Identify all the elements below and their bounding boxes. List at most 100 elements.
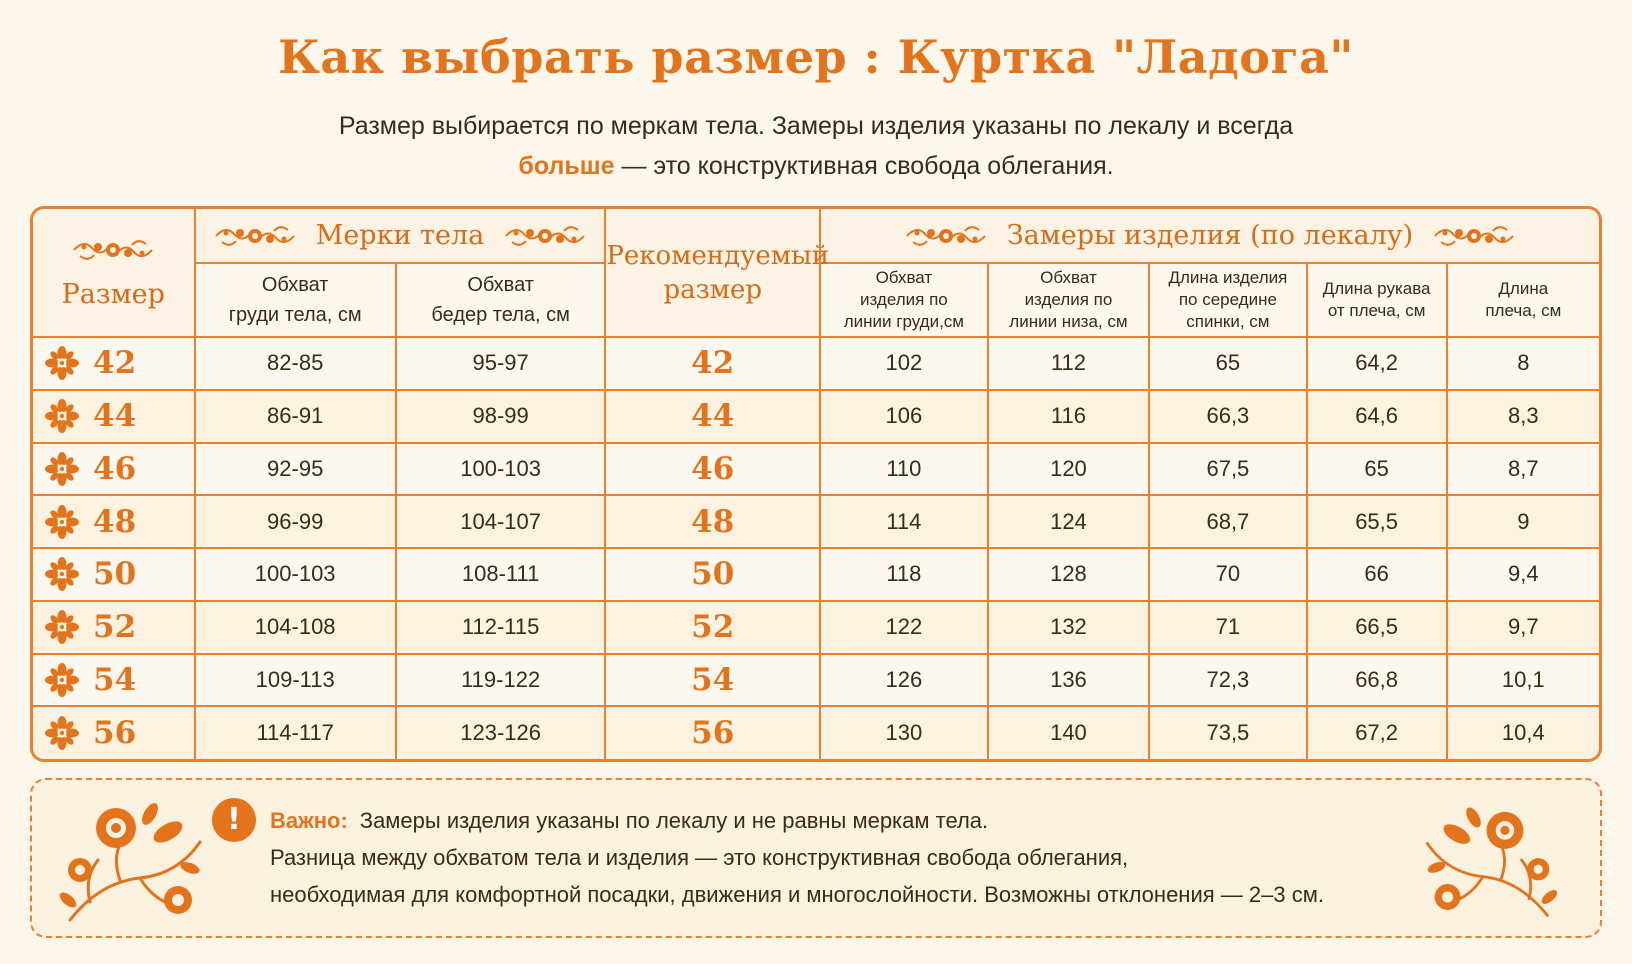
garment-back-length-cell: 67,5 <box>1148 441 1308 497</box>
col-header-body-chest: Обхват груди тела, см <box>194 262 397 338</box>
garment-measurements-group-header: Замеры изделия (по лекалу) <box>819 209 1599 264</box>
size-cell: 42 <box>33 336 196 391</box>
size-number: 48 <box>93 503 137 540</box>
body-chest-cell: 86-91 <box>193 388 397 444</box>
body-chest-cell: 92-95 <box>193 441 397 497</box>
size-cell: 46 <box>33 441 196 497</box>
garment-shoulder-cell: 9,7 <box>1445 599 1599 655</box>
size-cell: 52 <box>33 599 196 655</box>
table-row: 44 86-91 98-99 44 106 116 66,3 64,6 8,3 <box>33 388 1599 444</box>
col-header-garment-shoulder: Длина плеча, см <box>1445 262 1599 338</box>
garment-sleeve-cell: 67,2 <box>1305 705 1448 759</box>
size-number: 42 <box>93 345 137 382</box>
body-hips-cell: 104-107 <box>394 494 607 549</box>
garment-hem-cell: 124 <box>986 494 1151 549</box>
table-row: 54 109-113 119-122 54 126 136 72,3 66,8 10,1 <box>33 652 1599 708</box>
ornament-icon <box>70 235 156 265</box>
garment-chest-cell: 114 <box>819 494 989 549</box>
recommended-size-cell: 48 <box>604 494 822 549</box>
note-line-1-text: Замеры изделия указаны по лекалу и не ра… <box>359 808 989 833</box>
flower-icon <box>45 716 79 750</box>
body-hips-cell: 108-111 <box>394 547 607 602</box>
flower-icon <box>45 346 79 380</box>
body-hips-cell: 95-97 <box>394 336 607 391</box>
body-chest-cell: 104-108 <box>193 599 397 655</box>
garment-back-length-cell: 72,3 <box>1148 652 1308 708</box>
garment-hem-cell: 112 <box>986 336 1151 391</box>
col-header-garment-chest: Обхват изделия по линии груди,см <box>819 262 989 338</box>
size-table-container: Размер Мерки тела Рекомендуемый размер З… <box>30 206 1602 762</box>
size-cell: 50 <box>33 547 196 602</box>
body-hips-cell: 119-122 <box>394 652 607 708</box>
body-measurements-group-header: Мерки тела <box>193 209 607 264</box>
size-number: 50 <box>93 556 137 593</box>
garment-back-length-cell: 68,7 <box>1148 494 1308 549</box>
size-cell: 44 <box>33 388 196 444</box>
body-hips-cell: 100-103 <box>394 441 607 497</box>
page-subtitle: Размер выбирается по меркам тела. Замеры… <box>0 106 1632 186</box>
body-group-label: Мерки тела <box>315 220 485 251</box>
ornament-icon <box>212 221 298 251</box>
size-table: Размер Мерки тела Рекомендуемый размер З… <box>33 209 1599 759</box>
size-number: 46 <box>93 450 137 487</box>
important-note: ! Важно: Замеры изделия указаны по лекалу… <box>30 778 1602 938</box>
note-line-3: необходимая для комфортной посадки, движ… <box>270 882 1324 907</box>
flower-icon <box>45 399 79 433</box>
recommended-size-cell: 52 <box>604 599 822 655</box>
table-row: 52 104-108 112-115 52 122 132 71 66,5 9,7 <box>33 599 1599 655</box>
flower-icon <box>45 557 79 591</box>
size-cell: 56 <box>33 705 196 759</box>
ornament-icon <box>903 221 989 251</box>
body-hips-cell: 98-99 <box>394 388 607 444</box>
ornament-icon <box>502 221 588 251</box>
recommended-size-cell: 46 <box>604 441 822 497</box>
body-chest-cell: 82-85 <box>193 336 397 391</box>
garment-shoulder-cell: 8 <box>1445 336 1599 391</box>
recommended-size-header: Рекомендуемый размер <box>604 209 829 338</box>
floral-corner-icon <box>1418 792 1566 928</box>
garment-group-label: Замеры изделия (по лекалу) <box>1006 220 1414 251</box>
garment-hem-cell: 136 <box>986 652 1151 708</box>
garment-sleeve-cell: 64,6 <box>1305 388 1448 444</box>
garment-shoulder-cell: 8,7 <box>1445 441 1599 497</box>
body-chest-cell: 109-113 <box>193 652 397 708</box>
garment-chest-cell: 122 <box>819 599 989 655</box>
size-header-label: Размер <box>61 279 165 310</box>
garment-chest-cell: 106 <box>819 388 989 444</box>
table-row: 42 82-85 95-97 42 102 112 65 64,2 8 <box>33 336 1599 391</box>
garment-shoulder-cell: 10,4 <box>1445 705 1599 759</box>
recommended-size-cell: 42 <box>604 336 822 391</box>
note-text: Важно: Замеры изделия указаны по лекалу и… <box>270 802 1420 913</box>
garment-sleeve-cell: 65,5 <box>1305 494 1448 549</box>
note-line-2: Разница между обхватом тела и изделия — … <box>270 845 1129 870</box>
flower-icon <box>45 452 79 486</box>
garment-chest-cell: 118 <box>819 547 989 602</box>
garment-sleeve-cell: 64,2 <box>1305 336 1448 391</box>
garment-chest-cell: 102 <box>819 336 989 391</box>
page-title: Как выбрать размер : Куртка "Ладога" <box>278 30 1354 84</box>
size-cell: 54 <box>33 652 196 708</box>
garment-back-length-cell: 71 <box>1148 599 1308 655</box>
garment-sleeve-cell: 66 <box>1305 547 1448 602</box>
col-header-body-hips: Обхват бедер тела, см <box>394 262 607 338</box>
body-hips-cell: 112-115 <box>394 599 607 655</box>
body-chest-cell: 114-117 <box>193 705 397 759</box>
garment-chest-cell: 126 <box>819 652 989 708</box>
garment-shoulder-cell: 10,1 <box>1445 652 1599 708</box>
flower-icon <box>45 610 79 644</box>
exclamation-icon: ! <box>212 798 256 842</box>
table-row: 46 92-95 100-103 46 110 120 67,5 65 8,7 <box>33 441 1599 497</box>
size-number: 56 <box>93 715 137 752</box>
ornament-icon <box>1431 221 1517 251</box>
recommended-size-cell: 56 <box>604 705 822 759</box>
body-chest-cell: 100-103 <box>193 547 397 602</box>
garment-hem-cell: 116 <box>986 388 1151 444</box>
garment-chest-cell: 110 <box>819 441 989 497</box>
table-row: 50 100-103 108-111 50 118 128 70 66 9,4 <box>33 547 1599 602</box>
garment-shoulder-cell: 9 <box>1445 494 1599 549</box>
subtitle-line-2: больше — это конструктивная свобода обле… <box>0 146 1632 186</box>
garment-hem-cell: 120 <box>986 441 1151 497</box>
note-label: Важно: <box>270 808 348 833</box>
flower-icon <box>45 505 79 539</box>
flower-icon <box>45 663 79 697</box>
